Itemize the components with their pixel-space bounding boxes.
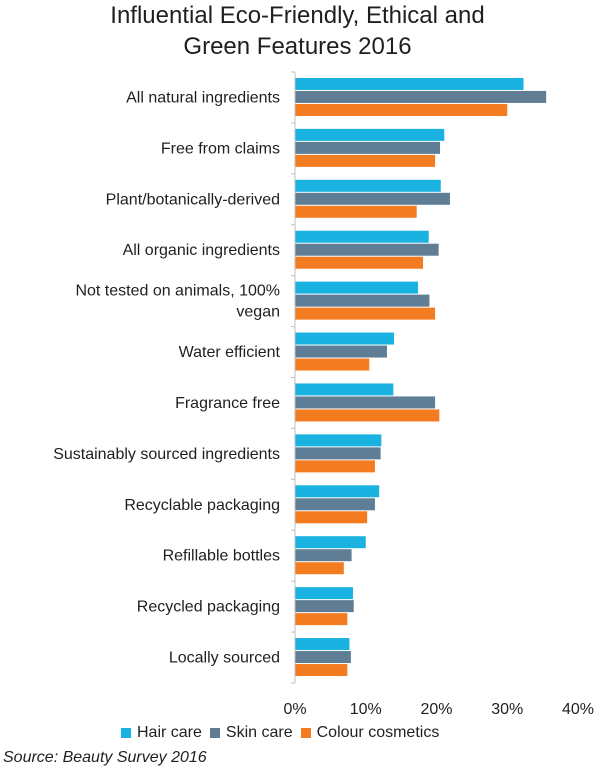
bar-hair-care-2 bbox=[295, 128, 445, 141]
legend-swatch-skin-care bbox=[209, 728, 220, 738]
bar-hair-care-7 bbox=[295, 383, 394, 396]
bar-hair-care-4 bbox=[295, 230, 429, 243]
bar-hair-care-12 bbox=[295, 638, 350, 651]
category-label-7: Fragrance free bbox=[175, 395, 280, 412]
bar-chart: All natural ingredients Free from claims P… bbox=[53, 71, 594, 718]
bar-colour-cosmetics-1 bbox=[295, 103, 508, 116]
chart-title-line-2: Green Features 2016 bbox=[183, 33, 412, 60]
chart-title: Influential Eco-Friendly, Ethical and Gr… bbox=[0, 0, 595, 62]
legend-item-hair-care: Hair care bbox=[121, 724, 202, 742]
bar-hair-care-8 bbox=[295, 434, 382, 447]
bar-skin-care-1 bbox=[295, 90, 547, 103]
bar-colour-cosmetics-5 bbox=[295, 307, 436, 320]
bar-hair-care-9 bbox=[295, 485, 380, 498]
legend-label-colour-cosmetics: Colour cosmetics bbox=[316, 724, 440, 741]
x-tick-label-4: 30% bbox=[491, 701, 523, 718]
bar-hair-care-1 bbox=[295, 77, 524, 90]
legend-swatch-hair-care bbox=[121, 728, 131, 738]
x-tick-label-1: 0% bbox=[283, 701, 306, 718]
bar-colour-cosmetics-7 bbox=[295, 409, 440, 422]
x-tick-label-5: 40% bbox=[562, 701, 594, 718]
bar-colour-cosmetics-10 bbox=[295, 562, 344, 575]
chart-title-line-1: Influential Eco-Friendly, Ethical and bbox=[110, 2, 485, 29]
category-label-12: Locally sourced bbox=[169, 650, 280, 667]
category-label-5: Not tested on animals, 100% vegan bbox=[75, 283, 280, 321]
bar-skin-care-8 bbox=[295, 447, 381, 460]
bar-colour-cosmetics-6 bbox=[295, 358, 370, 371]
bar-skin-care-10 bbox=[295, 549, 352, 562]
bar-colour-cosmetics-12 bbox=[295, 664, 348, 677]
bar-colour-cosmetics-3 bbox=[295, 205, 417, 218]
category-label-6: Water efficient bbox=[179, 344, 281, 361]
bar-skin-care-12 bbox=[295, 651, 351, 664]
bar-skin-care-3 bbox=[295, 192, 450, 205]
category-label-2: Free from claims bbox=[161, 140, 280, 157]
bar-hair-care-6 bbox=[295, 332, 395, 345]
bar-skin-care-6 bbox=[295, 345, 387, 358]
bar-hair-care-11 bbox=[295, 587, 354, 600]
category-label-9: Recyclable packaging bbox=[124, 497, 280, 514]
bar-colour-cosmetics-8 bbox=[295, 460, 375, 473]
bar-colour-cosmetics-9 bbox=[295, 511, 368, 524]
bar-skin-care-4 bbox=[295, 243, 439, 256]
chart-legend: Hair care Skin care Colour cosmetics bbox=[121, 724, 447, 742]
bar-hair-care-3 bbox=[295, 179, 441, 192]
legend-swatch-colour-cosmetics bbox=[300, 728, 311, 738]
x-tick-label-2: 10% bbox=[350, 701, 382, 718]
bar-skin-care-5 bbox=[295, 294, 430, 307]
legend-label-skin-care: Skin care bbox=[225, 724, 293, 741]
bar-skin-care-2 bbox=[295, 141, 441, 154]
category-label-3: Plant/botanically-derived bbox=[106, 191, 280, 208]
category-label-10: Refillable bottles bbox=[163, 548, 280, 565]
bar-skin-care-7 bbox=[295, 396, 436, 409]
x-tick-label-3: 20% bbox=[420, 701, 452, 718]
bar-colour-cosmetics-4 bbox=[295, 256, 424, 269]
category-label-8: Sustainably sourced ingredients bbox=[53, 446, 280, 463]
bar-skin-care-9 bbox=[295, 498, 375, 511]
category-label-11: Recycled packaging bbox=[137, 599, 280, 616]
bar-colour-cosmetics-2 bbox=[295, 154, 436, 167]
bar-skin-care-11 bbox=[295, 600, 354, 613]
category-label-1: All natural ingredients bbox=[126, 89, 280, 106]
legend-item-skin-care: Skin care bbox=[209, 724, 293, 742]
bar-hair-care-5 bbox=[295, 281, 419, 294]
source-note: Source: Beauty Survey 2016 bbox=[3, 749, 207, 766]
bar-hair-care-10 bbox=[295, 536, 366, 549]
category-label-4: All organic ingredients bbox=[123, 242, 280, 259]
bar-colour-cosmetics-11 bbox=[295, 613, 348, 626]
legend-label-hair-care: Hair care bbox=[137, 724, 202, 741]
legend-item-colour-cosmetics: Colour cosmetics bbox=[300, 724, 440, 742]
